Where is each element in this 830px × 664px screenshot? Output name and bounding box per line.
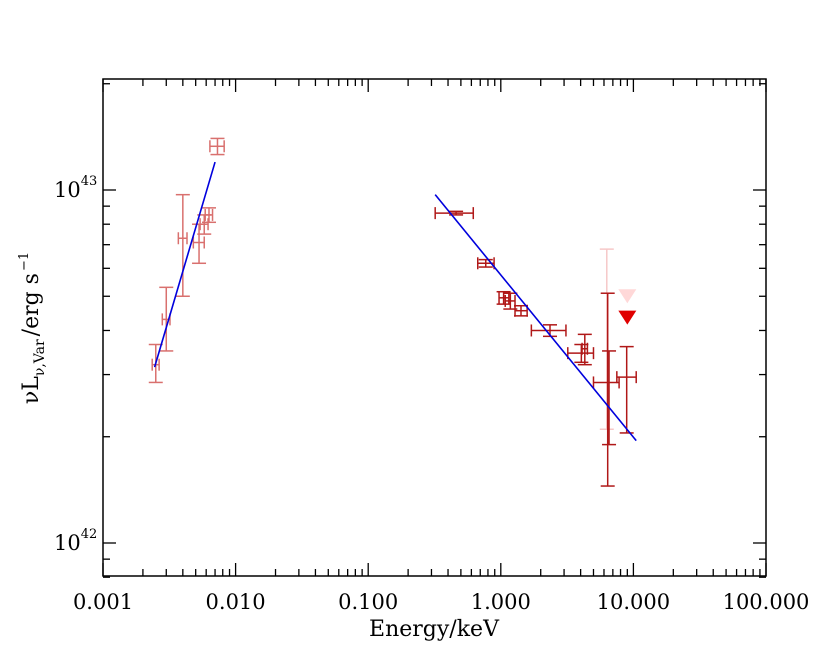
y-axis-title-subscript: ν,Var bbox=[32, 339, 48, 376]
data-point bbox=[592, 292, 620, 487]
fit-line bbox=[434, 194, 637, 442]
upper-limit-marker bbox=[618, 310, 637, 325]
y-axis-title-exponent: −1 bbox=[17, 252, 32, 271]
x-tick-label: 0.100 bbox=[338, 590, 398, 614]
data-point bbox=[530, 324, 567, 338]
plot-frame bbox=[102, 78, 767, 577]
y-tick-label: 1042 bbox=[54, 527, 97, 555]
y-tick-label: 1043 bbox=[54, 174, 97, 202]
y-tick-labels: 1042 1043 bbox=[54, 174, 97, 555]
x-tick-label: 0.001 bbox=[73, 590, 133, 614]
data-point bbox=[618, 310, 637, 325]
data-point bbox=[602, 350, 617, 446]
axis-ticks bbox=[102, 79, 767, 578]
x-tick-label: 0.010 bbox=[206, 590, 266, 614]
data-point bbox=[201, 207, 216, 224]
data-point bbox=[616, 345, 637, 434]
x-axis-title: Energy/keV bbox=[369, 617, 500, 642]
data-point bbox=[175, 193, 190, 298]
y-axis-title-main: νL bbox=[19, 376, 44, 404]
data-point bbox=[618, 289, 637, 304]
data-marks bbox=[148, 137, 637, 487]
data-point bbox=[209, 137, 225, 156]
x-tick-label: 100.000 bbox=[723, 590, 810, 614]
upper-limit-marker bbox=[618, 289, 637, 304]
x-tick-label: 1.000 bbox=[471, 590, 531, 614]
data-point bbox=[434, 207, 475, 220]
y-axis-title-unit: /erg s bbox=[19, 273, 44, 336]
data-point bbox=[577, 333, 592, 366]
data-point bbox=[567, 343, 595, 364]
x-tick-label: 10.000 bbox=[597, 590, 670, 614]
data-point bbox=[599, 248, 614, 431]
fit-line bbox=[153, 161, 216, 368]
y-axis-title: νLν,Var/erg s −1 bbox=[17, 252, 48, 404]
data-point bbox=[159, 286, 174, 352]
fit-lines bbox=[153, 161, 637, 442]
x-tick-labels: 0.001 0.010 0.100 1.000 10.000 100.000 bbox=[73, 590, 809, 614]
